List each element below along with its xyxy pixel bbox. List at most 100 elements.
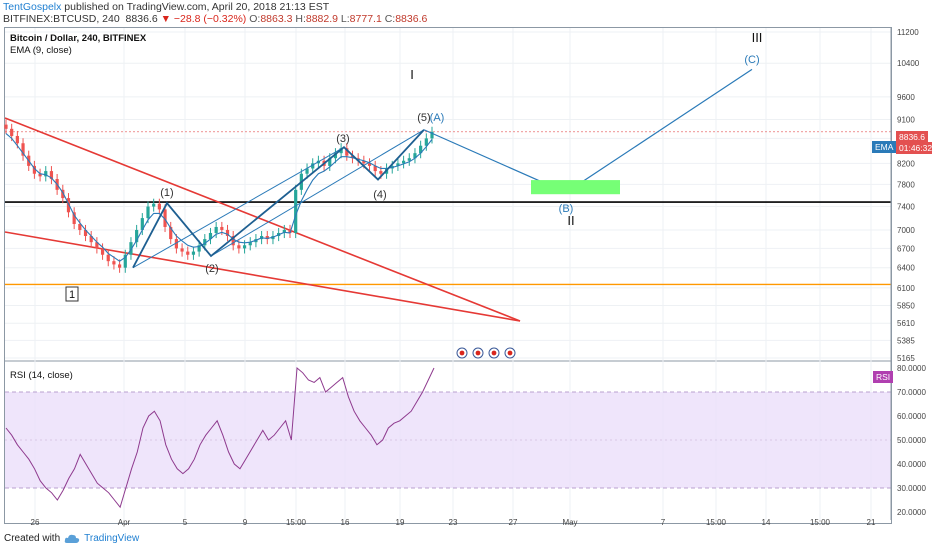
- author-link[interactable]: TentGospelx: [3, 1, 62, 13]
- candle-body: [135, 229, 139, 243]
- impulse-wave-path: [132, 129, 425, 269]
- wave-label: (B): [559, 203, 574, 215]
- event-flag-icon-dot: [459, 350, 465, 356]
- candle-body: [4, 124, 8, 129]
- wedge-upper-trendline: [4, 117, 521, 322]
- candle-body: [169, 226, 173, 240]
- wave-label: II: [567, 213, 574, 228]
- ema-tag: EMA: [872, 141, 897, 153]
- candle-body: [362, 160, 366, 164]
- tradingview-logo-text[interactable]: TradingView: [84, 533, 140, 544]
- price-axis-tick-label: 7000: [897, 226, 915, 235]
- candle-body: [123, 254, 127, 268]
- candle-body: [396, 163, 400, 166]
- x-axis-tick-label: 21: [867, 518, 876, 527]
- candle-body: [350, 155, 355, 159]
- rsi-axis-tick-label: 20.0000: [897, 508, 926, 517]
- wave-label: (4): [373, 189, 386, 201]
- event-flag-icon-dot: [491, 350, 497, 356]
- candle-body: [430, 131, 434, 139]
- ema-indicator-label[interactable]: EMA (9, close): [10, 45, 72, 56]
- candle-body: [83, 229, 88, 237]
- wave-label: (3): [336, 133, 349, 145]
- candle-body: [248, 242, 252, 246]
- candle-body: [373, 165, 377, 172]
- candle-body: [237, 245, 241, 249]
- candle-body: [32, 165, 36, 174]
- candle-body: [112, 261, 116, 265]
- candle-body: [163, 209, 167, 227]
- candle-body: [100, 248, 105, 255]
- candle-body: [44, 171, 48, 177]
- wave-label: III: [752, 30, 763, 45]
- correction-wave-path: [423, 68, 753, 194]
- candle-body: [140, 218, 144, 230]
- price-axis-tick-label: 8200: [897, 159, 915, 168]
- candle-body: [106, 254, 110, 262]
- candle-body: [66, 198, 71, 213]
- candle-body: [89, 236, 93, 243]
- candle-body: [345, 148, 349, 156]
- event-flag-icon-dot: [507, 350, 513, 356]
- x-axis-tick-label: 15:00: [810, 518, 831, 527]
- candle-body: [402, 160, 406, 164]
- candle-body: [265, 236, 269, 240]
- rsi-axis-tick-label: 40.0000: [897, 460, 926, 469]
- open-label: O:: [249, 13, 261, 25]
- price-axis-tick-label: 5165: [897, 354, 915, 363]
- boxed-label-frame: [65, 286, 79, 302]
- price-axis-tick-label: 6100: [897, 284, 915, 293]
- candle-body: [214, 226, 218, 233]
- close-value: 8836.6: [395, 13, 428, 25]
- x-axis-tick-label: 5: [183, 518, 188, 527]
- wave-channel-line: [132, 146, 345, 269]
- rsi-pane-title[interactable]: RSI (14, close): [10, 370, 73, 381]
- candle-body: [333, 153, 338, 159]
- candle-body: [231, 236, 235, 246]
- rsi-line: [5, 366, 435, 509]
- candle-body: [379, 171, 383, 174]
- price-pane-title: Bitcoin / Dollar, 240, BITFINEX: [10, 33, 147, 44]
- candle-body: [49, 171, 54, 180]
- wedge-lower-trendline: [4, 231, 521, 322]
- price-axis-tick-label: 6700: [897, 244, 915, 253]
- x-axis-tick-label: 23: [449, 518, 458, 527]
- publish-info: published on TradingView.com, April 20, …: [64, 1, 330, 13]
- x-axis-tick-label: May: [562, 518, 577, 527]
- rsi-axis-tick-label: 50.0000: [897, 436, 926, 445]
- candle-body: [10, 128, 14, 136]
- price-axis-tick-label: 7800: [897, 180, 915, 189]
- rsi-axis-tick-label: 70.0000: [897, 388, 926, 397]
- boxed-label-text: 1: [69, 289, 75, 301]
- price-axis-tick-label: 7400: [897, 203, 915, 212]
- wave-channel-line: [210, 129, 425, 257]
- created-with-text: Created with: [4, 533, 61, 544]
- wave-label: (A): [430, 112, 445, 124]
- high-value: 8882.9: [305, 13, 338, 25]
- ema-line: [5, 133, 433, 262]
- price-axis-tick-label: 5610: [897, 319, 915, 328]
- price-axis-tick-label: 9600: [897, 93, 915, 102]
- x-axis-tick-label: 15:00: [286, 518, 307, 527]
- candle-body: [328, 158, 332, 166]
- x-axis-tick-label: 26: [31, 518, 40, 527]
- candle-body: [152, 203, 156, 207]
- candle-body: [157, 203, 161, 210]
- candle-body: [242, 245, 247, 249]
- rsi-axis-tick-label: 30.0000: [897, 484, 926, 493]
- close-label: C:: [384, 13, 396, 25]
- wave-label: (1): [160, 187, 173, 199]
- rsi-tag: RSI: [873, 371, 894, 383]
- rsi-band: [5, 392, 891, 488]
- candle-body: [203, 239, 207, 246]
- x-axis-tick-label: 15:00: [706, 518, 727, 527]
- candle-body: [225, 229, 230, 237]
- x-axis-tick-label: 16: [341, 518, 350, 527]
- candle-body: [367, 163, 372, 166]
- candle-body: [407, 158, 411, 161]
- candle-body: [220, 226, 224, 230]
- footer: Created with TradingView: [4, 533, 139, 544]
- wave-label: (2): [205, 263, 218, 275]
- price-axis-tick-label: 5385: [897, 336, 915, 345]
